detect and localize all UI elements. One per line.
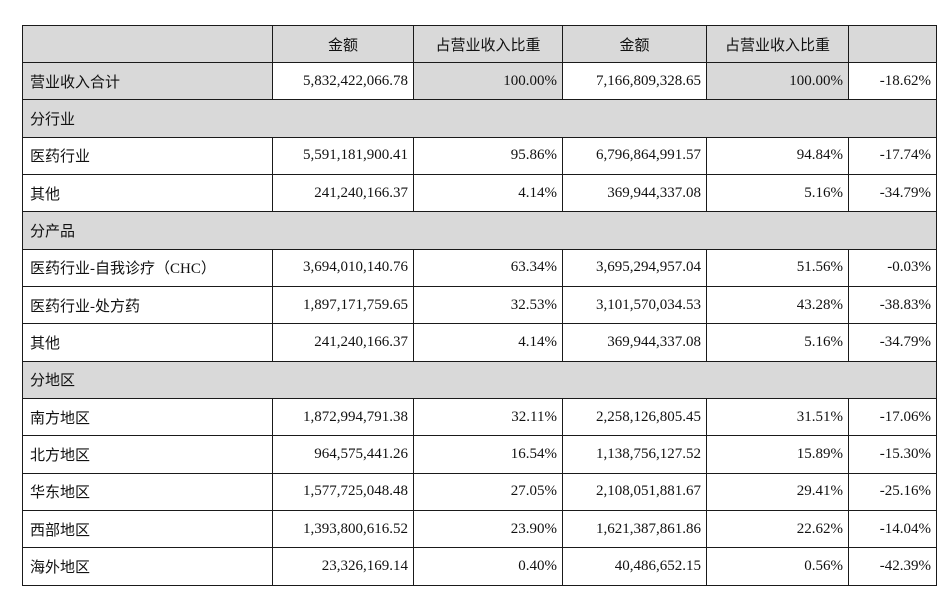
cell-amount2: 3,695,294,957.04 — [562, 248, 707, 288]
section-label: 分地区 — [22, 360, 937, 400]
data-row: 其他 241,240,166.37 4.14% 369,944,337.08 5.16%… — [22, 323, 937, 362]
section-row: 分产品 — [22, 211, 937, 250]
header-cell-1: 金额 — [272, 25, 414, 63]
cell-amount1: 964,575,441.26 — [272, 435, 414, 474]
cell-label: 西部地区 — [22, 510, 273, 549]
cell-pct2: 5.16% — [706, 323, 849, 362]
cell-amount2: 40,486,652.15 — [562, 547, 707, 586]
cell-pct2: 31.51% — [706, 398, 849, 437]
header-cell-4: 占营业收入比重 — [706, 25, 849, 63]
cell-amount1: 23,326,169.14 — [272, 547, 414, 586]
cell-amount2: 2,258,126,805.45 — [562, 398, 707, 437]
cell-amount2: 1,621,387,861.86 — [562, 510, 707, 549]
cell-pct1: 16.54% — [413, 435, 563, 474]
cell-change: -25.16% — [848, 472, 937, 512]
cell-amount1: 5,832,422,066.78 — [272, 61, 414, 101]
header-cell-empty-5 — [848, 25, 937, 63]
cell-amount2: 7,166,809,328.65 — [562, 61, 707, 101]
cell-amount2: 6,796,864,991.57 — [562, 136, 707, 176]
cell-change: -34.79% — [848, 323, 937, 362]
data-row: 医药行业-处方药 1,897,171,759.65 32.53% 3,101,570,… — [22, 286, 937, 325]
data-row: 西部地区 1,393,800,616.52 23.90% 1,621,387,861.… — [22, 510, 937, 549]
cell-pct2: 94.84% — [706, 136, 849, 176]
cell-change: -14.04% — [848, 510, 937, 549]
cell-change: -17.74% — [848, 136, 937, 176]
cell-pct1: 4.14% — [413, 174, 563, 213]
cell-pct1: 23.90% — [413, 510, 563, 549]
cell-label: 医药行业 — [22, 136, 273, 176]
data-row: 南方地区 1,872,994,791.38 32.11% 2,258,126,805.… — [22, 398, 937, 437]
cell-amount2: 1,138,756,127.52 — [562, 435, 707, 474]
header-cell-3: 金额 — [562, 25, 707, 63]
header-row: 金额 占营业收入比重 金额 占营业收入比重 — [22, 25, 937, 63]
cell-amount2: 2,108,051,881.67 — [562, 472, 707, 512]
cell-pct1: 27.05% — [413, 472, 563, 512]
data-row: 其他 241,240,166.37 4.14% 369,944,337.08 5.16%… — [22, 174, 937, 213]
cell-change: -42.39% — [848, 547, 937, 586]
data-row: 医药行业 5,591,181,900.41 95.86% 6,796,864,991.… — [22, 136, 937, 176]
cell-change: -38.83% — [848, 286, 937, 325]
cell-pct2: 22.62% — [706, 510, 849, 549]
cell-label: 海外地区 — [22, 547, 273, 586]
data-row: 营业收入合计 5,832,422,066.78 100.00% 7,166,809,3… — [22, 61, 937, 101]
cell-label: 其他 — [22, 174, 273, 213]
cell-change: -34.79% — [848, 174, 937, 213]
data-row: 海外地区 23,326,169.14 0.40% 40,486,652.15 0.56%… — [22, 547, 937, 586]
cell-pct2: 29.41% — [706, 472, 849, 512]
cell-change: -15.30% — [848, 435, 937, 474]
cell-label: 营业收入合计 — [22, 61, 273, 101]
data-row: 北方地区 964,575,441.26 16.54% 1,138,756,127.52… — [22, 435, 937, 474]
table-body: 营业收入合计 5,832,422,066.78 100.00% 7,166,809,3… — [22, 61, 937, 586]
cell-pct2: 100.00% — [706, 61, 849, 101]
cell-pct2: 43.28% — [706, 286, 849, 325]
header-cell-empty-0 — [22, 25, 273, 63]
cell-pct1: 4.14% — [413, 323, 563, 362]
header-cell-2: 占营业收入比重 — [413, 25, 563, 63]
cell-amount2: 369,944,337.08 — [562, 323, 707, 362]
section-row: 分行业 — [22, 99, 937, 138]
cell-pct1: 32.53% — [413, 286, 563, 325]
cell-amount1: 1,872,994,791.38 — [272, 398, 414, 437]
cell-pct1: 32.11% — [413, 398, 563, 437]
cell-amount1: 1,897,171,759.65 — [272, 286, 414, 325]
section-label: 分行业 — [22, 99, 937, 138]
cell-label: 其他 — [22, 323, 273, 362]
cell-label: 医药行业-处方药 — [22, 286, 273, 325]
cell-label: 南方地区 — [22, 398, 273, 437]
cell-amount1: 5,591,181,900.41 — [272, 136, 414, 176]
cell-pct2: 5.16% — [706, 174, 849, 213]
cell-amount1: 1,393,800,616.52 — [272, 510, 414, 549]
cell-label: 华东地区 — [22, 472, 273, 512]
cell-pct1: 95.86% — [413, 136, 563, 176]
cell-label: 北方地区 — [22, 435, 273, 474]
section-row: 分地区 — [22, 360, 937, 400]
cell-label: 医药行业-自我诊疗（CHC） — [22, 248, 273, 288]
cell-pct1: 63.34% — [413, 248, 563, 288]
cell-change: -17.06% — [848, 398, 937, 437]
cell-pct2: 0.56% — [706, 547, 849, 586]
cell-change: -18.62% — [848, 61, 937, 101]
cell-amount1: 1,577,725,048.48 — [272, 472, 414, 512]
data-row: 医药行业-自我诊疗（CHC） 3,694,010,140.76 63.34% 3,69… — [22, 248, 937, 288]
cell-amount2: 369,944,337.08 — [562, 174, 707, 213]
cell-pct1: 100.00% — [413, 61, 563, 101]
cell-pct1: 0.40% — [413, 547, 563, 586]
cell-amount2: 3,101,570,034.53 — [562, 286, 707, 325]
data-row: 华东地区 1,577,725,048.48 27.05% 2,108,051,881.… — [22, 472, 937, 512]
section-label: 分产品 — [22, 211, 937, 250]
cell-amount1: 241,240,166.37 — [272, 174, 414, 213]
cell-pct2: 15.89% — [706, 435, 849, 474]
cell-pct2: 51.56% — [706, 248, 849, 288]
cell-amount1: 3,694,010,140.76 — [272, 248, 414, 288]
revenue-breakdown-table: 金额 占营业收入比重 金额 占营业收入比重 营业收入合计 5,832,422,066.7… — [22, 25, 937, 586]
cell-change: -0.03% — [848, 248, 937, 288]
cell-amount1: 241,240,166.37 — [272, 323, 414, 362]
